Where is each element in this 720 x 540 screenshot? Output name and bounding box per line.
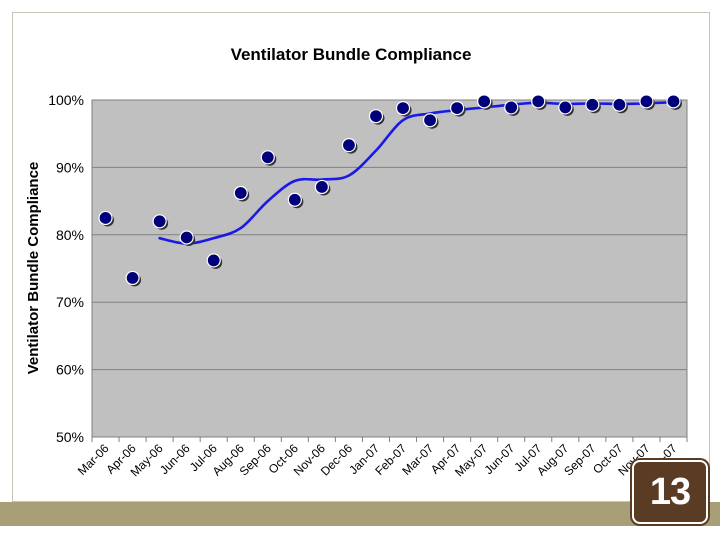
x-axis-ticks: Mar-06Apr-06May-06Jun-06Jul-06Aug-06Sep-…: [75, 437, 688, 479]
data-point: [206, 253, 221, 268]
data-markers: [98, 94, 682, 287]
data-point: [260, 150, 275, 165]
data-point: [368, 109, 384, 124]
x-tick-label: Mar-06: [75, 441, 112, 478]
y-tick-label: 90%: [56, 159, 84, 175]
data-point: [504, 100, 519, 115]
data-point: [558, 100, 573, 115]
chart-title: Ventilator Bundle Compliance: [231, 45, 472, 64]
data-point: [639, 94, 654, 109]
plot-area: [91, 99, 688, 438]
data-point: [395, 100, 411, 116]
page-number: 13: [649, 470, 691, 513]
data-point: [341, 138, 357, 153]
x-tick-label: Jun-07: [481, 441, 517, 477]
y-tick-label: 80%: [56, 227, 84, 243]
y-tick-label: 60%: [56, 362, 84, 378]
data-point: [666, 94, 681, 109]
data-point: [422, 113, 438, 128]
data-point: [152, 214, 167, 229]
y-axis-title: Ventilator Bundle Compliance: [25, 162, 42, 375]
data-point: [125, 270, 140, 286]
data-point: [98, 210, 113, 226]
data-point: [179, 230, 194, 245]
data-point: [450, 100, 465, 116]
data-point: [477, 94, 492, 109]
data-point: [314, 179, 329, 195]
y-axis-ticks: 100% 90% 80% 70% 60% 50%: [48, 92, 84, 445]
data-point: [233, 185, 248, 201]
footer-bar: [0, 502, 720, 526]
x-tick-label: Jun-06: [157, 441, 193, 477]
x-tick-label: Mar-07: [399, 441, 436, 478]
y-tick-label: 70%: [56, 294, 84, 310]
page-number-badge: 13: [632, 460, 708, 524]
data-point: [585, 97, 600, 112]
data-point: [531, 94, 546, 109]
y-tick-label: 100%: [48, 92, 84, 108]
y-tick-label: 50%: [56, 429, 84, 445]
data-point: [287, 192, 302, 207]
data-point: [612, 97, 627, 112]
